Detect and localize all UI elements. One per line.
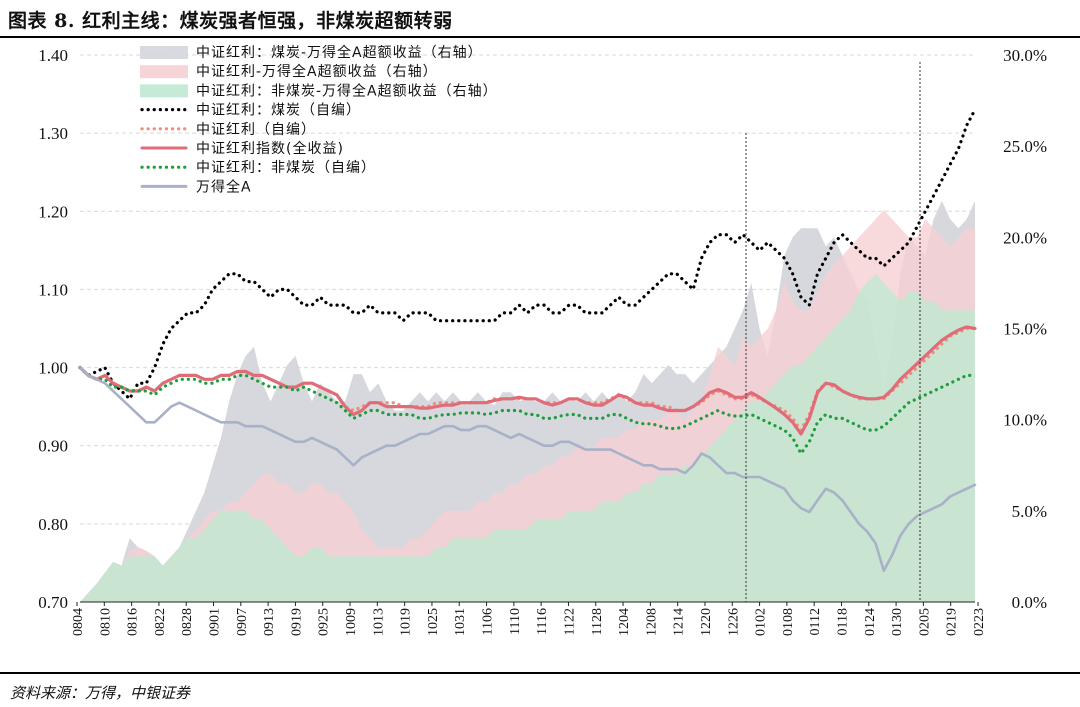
y2-tick-label: 0.0% — [1012, 593, 1047, 612]
line-series-3 — [78, 325, 977, 436]
area-series-3 — [80, 273, 975, 602]
y-tick-label: 0.80 — [38, 515, 68, 534]
top-rule — [0, 36, 1080, 38]
x-tick-label: 1116 — [535, 608, 550, 635]
y-tick-label: 0.70 — [38, 593, 68, 612]
line-series-5 — [78, 366, 977, 572]
legend-label: 中证红利-万得全A超额收益（右轴） — [196, 63, 438, 80]
x-tick-label: 0118 — [835, 608, 850, 635]
x-tick-label: 1204 — [617, 608, 632, 636]
area-layer — [80, 200, 975, 602]
x-tick-label: 0828 — [180, 608, 195, 636]
x-tick-label: 0102 — [754, 608, 769, 636]
x-tick-label: 0108 — [781, 608, 796, 636]
y-tick-label: 1.40 — [38, 46, 68, 65]
y-tick-label: 1.30 — [38, 124, 68, 143]
y2-tick-label: 10.0% — [1003, 411, 1047, 430]
x-tick-label: 1226 — [726, 608, 741, 636]
y-tick-label: 0.90 — [38, 437, 68, 456]
y2-tick-label: 20.0% — [1003, 228, 1047, 247]
x-tick-label: 0816 — [126, 608, 141, 636]
x-tick-label: 1128 — [590, 608, 605, 635]
x-tick-label: 0223 — [972, 608, 987, 636]
line-series-1 — [78, 108, 977, 401]
legend-label: 中证红利：煤炭-万得全A超额收益（右轴） — [196, 44, 483, 61]
chart-title: 图表 8. 红利主线：煤炭强者恒强，非煤炭超额转弱 — [8, 10, 453, 32]
x-tick-label: 1009 — [344, 608, 359, 636]
y2-tick-label: 25.0% — [1003, 137, 1047, 156]
legend-label: 中证红利：非煤炭-万得全A超额收益（右轴） — [196, 82, 498, 99]
x-tick-label: 1106 — [481, 608, 496, 635]
line-layer — [78, 108, 977, 572]
x-tick-label: 0925 — [317, 608, 332, 636]
x-tick-label: 0112 — [808, 608, 823, 635]
x-tick-label: 0907 — [235, 608, 250, 636]
x-tick-label: 1013 — [371, 608, 386, 636]
x-tick-label: 0130 — [890, 608, 905, 636]
y2-tick-label: 5.0% — [1012, 502, 1047, 521]
legend-label: 中证红利：煤炭（自编） — [196, 103, 361, 119]
x-tick-label: 1214 — [672, 608, 687, 636]
x-tick-label: 0822 — [153, 608, 168, 636]
y-tick-label: 1.00 — [38, 359, 68, 378]
x-tick-label: 1110 — [508, 608, 523, 635]
x-tick-label: 1122 — [562, 608, 577, 635]
legend-label: 中证红利：非煤炭（自编） — [196, 160, 376, 176]
chart-legend: 中证红利：煤炭-万得全A超额收益（右轴） 中证红利-万得全A超额收益（右轴） 中证红… — [140, 44, 498, 195]
y-tick-label: 1.20 — [38, 202, 68, 221]
axes-layer: 0.70 0.80 0.90 1.00 1.10 1.20 1.30 1.40 0.0% 5.0%… — [38, 46, 1047, 636]
legend-swatch — [140, 65, 188, 79]
x-tick-label: 1208 — [644, 608, 659, 636]
x-tick-label: 1031 — [453, 608, 468, 636]
x-tick-label: 0913 — [262, 608, 277, 636]
x-tick-label: 1220 — [699, 608, 714, 636]
y-tick-label: 1.10 — [38, 280, 68, 299]
legend-label: 中证红利（自编） — [196, 122, 316, 138]
x-tick-label: 0205 — [917, 608, 932, 636]
line-series-4 — [78, 366, 977, 456]
source-note: 资料来源：万得，中银证券 — [10, 684, 191, 702]
legend-swatch — [140, 84, 188, 98]
bottom-rule — [0, 672, 1080, 674]
x-tick-label: 1019 — [399, 608, 414, 636]
y2-tick-label: 15.0% — [1003, 320, 1047, 339]
legend-label: 中证红利指数(全收益) — [196, 140, 344, 157]
x-tick-label: 0810 — [98, 608, 113, 636]
x-tick-label: 1025 — [426, 608, 441, 636]
x-tick-label: 0219 — [945, 608, 960, 636]
legend-label: 万得全A — [196, 178, 252, 195]
x-tick-label: 0901 — [208, 608, 223, 636]
x-tick-label: 0124 — [863, 608, 878, 636]
y2-tick-label: 30.0% — [1003, 46, 1047, 65]
legend-swatch — [140, 46, 188, 59]
x-tick-label: 0804 — [71, 608, 86, 636]
x-tick-label: 0919 — [289, 608, 304, 636]
